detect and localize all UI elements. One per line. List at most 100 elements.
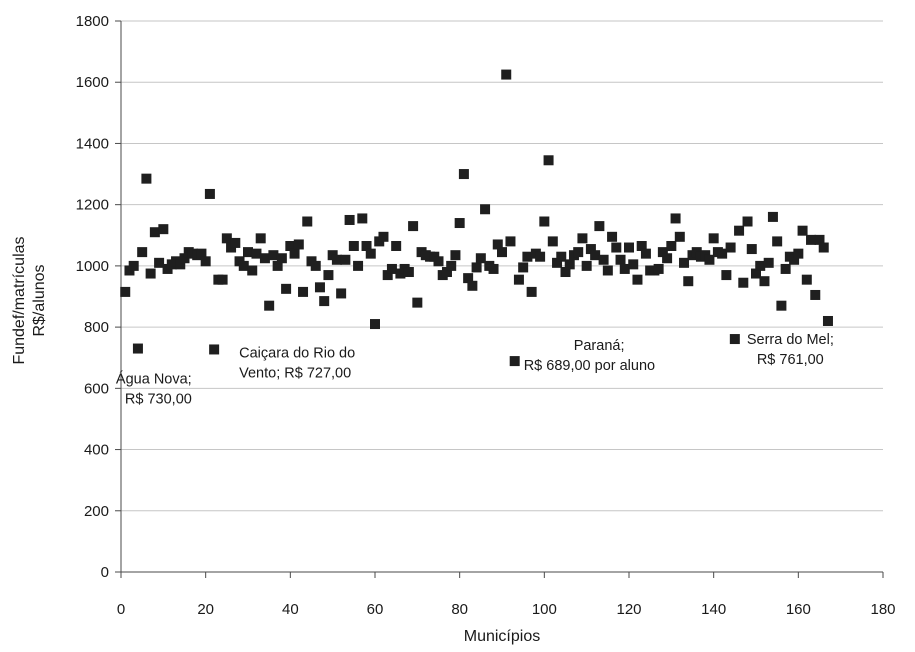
- y-tick-label: 400: [84, 442, 109, 459]
- data-point: [611, 242, 622, 253]
- x-tick-label: 160: [786, 601, 811, 618]
- data-point: [767, 211, 778, 222]
- data-point: [628, 259, 639, 270]
- data-point: [348, 240, 359, 251]
- annotation-label: R$ 730,00: [125, 392, 192, 408]
- data-point: [755, 260, 766, 271]
- data-point: [230, 237, 241, 248]
- data-point: [475, 253, 486, 264]
- data-point: [120, 286, 131, 297]
- data-point: [657, 247, 668, 258]
- data-point: [797, 225, 808, 236]
- x-tick-label: 80: [451, 601, 468, 618]
- annotation-label: Água Nova;: [116, 371, 192, 388]
- x-tick-label: 60: [367, 601, 384, 618]
- data-point: [594, 221, 605, 232]
- data-point: [806, 234, 817, 245]
- annotation-label: Paraná;: [574, 338, 625, 354]
- data-point: [729, 334, 740, 345]
- data-point: [450, 250, 461, 261]
- data-point: [759, 276, 770, 287]
- data-point: [179, 253, 190, 264]
- data-point: [734, 225, 745, 236]
- data-point: [810, 289, 821, 300]
- data-point: [336, 288, 347, 299]
- data-point: [590, 250, 601, 261]
- data-point: [801, 274, 812, 285]
- data-point: [471, 262, 482, 273]
- data-point: [243, 247, 253, 258]
- data-point: [598, 254, 609, 265]
- x-tick-label: 100: [532, 601, 557, 618]
- data-point: [522, 251, 533, 262]
- data-point: [217, 274, 228, 285]
- data-point: [704, 254, 715, 265]
- data-point: [361, 240, 372, 251]
- data-point: [674, 231, 685, 242]
- x-tick-label: 40: [282, 601, 299, 618]
- data-point: [780, 263, 791, 274]
- data-point: [259, 253, 270, 264]
- y-axis-title-line-2: R$/alunos: [31, 264, 48, 336]
- y-tick-label: 800: [84, 319, 109, 336]
- data-point: [708, 233, 719, 244]
- data-point: [365, 248, 376, 259]
- data-point: [789, 254, 800, 265]
- data-point: [776, 300, 787, 311]
- annotation-label: R$ 761,00: [757, 352, 824, 368]
- data-point: [636, 240, 647, 251]
- data-point: [289, 248, 300, 259]
- data-point: [310, 260, 321, 271]
- data-point: [501, 69, 512, 80]
- data-point: [344, 214, 355, 225]
- annotation-label: R$ 689,00 por aluno: [524, 358, 655, 374]
- data-point: [154, 257, 165, 268]
- data-point: [577, 233, 588, 244]
- data-point: [547, 236, 558, 247]
- y-tick-label: 1000: [76, 258, 109, 275]
- data-point: [268, 250, 279, 261]
- y-tick-label: 1800: [76, 13, 109, 30]
- data-point: [751, 268, 761, 279]
- data-point: [128, 260, 139, 271]
- data-point: [721, 270, 732, 281]
- data-point: [624, 242, 634, 253]
- data-point: [666, 240, 677, 251]
- data-point: [137, 247, 148, 258]
- data-point: [662, 253, 673, 264]
- y-tick-label: 0: [101, 564, 109, 581]
- data-point: [497, 247, 507, 258]
- data-point: [822, 315, 833, 326]
- data-point: [509, 356, 520, 367]
- y-tick-label: 1400: [76, 135, 109, 152]
- data-point: [480, 204, 491, 215]
- data-point: [725, 242, 736, 253]
- data-point: [518, 262, 529, 273]
- data-point: [670, 213, 681, 224]
- data-point: [200, 256, 211, 267]
- data-point: [132, 343, 143, 354]
- data-point: [602, 265, 613, 276]
- data-point: [679, 257, 690, 268]
- data-point: [391, 240, 402, 251]
- data-point: [717, 248, 728, 259]
- data-point: [467, 280, 478, 291]
- data-point: [814, 234, 825, 245]
- data-point: [640, 248, 651, 259]
- y-tick-label: 600: [84, 380, 109, 397]
- data-point: [581, 260, 592, 271]
- data-point: [683, 276, 694, 287]
- data-point: [738, 277, 749, 288]
- x-tick-label: 120: [616, 601, 641, 618]
- annotation-label: Vento; R$ 727,00: [239, 365, 351, 381]
- data-point: [357, 213, 368, 224]
- data-point: [276, 253, 287, 264]
- data-point: [221, 233, 232, 244]
- data-point: [251, 248, 262, 259]
- data-point: [454, 218, 465, 229]
- data-point: [746, 244, 757, 255]
- data-point: [573, 247, 584, 258]
- data-point: [535, 251, 546, 262]
- data-point: [742, 216, 753, 227]
